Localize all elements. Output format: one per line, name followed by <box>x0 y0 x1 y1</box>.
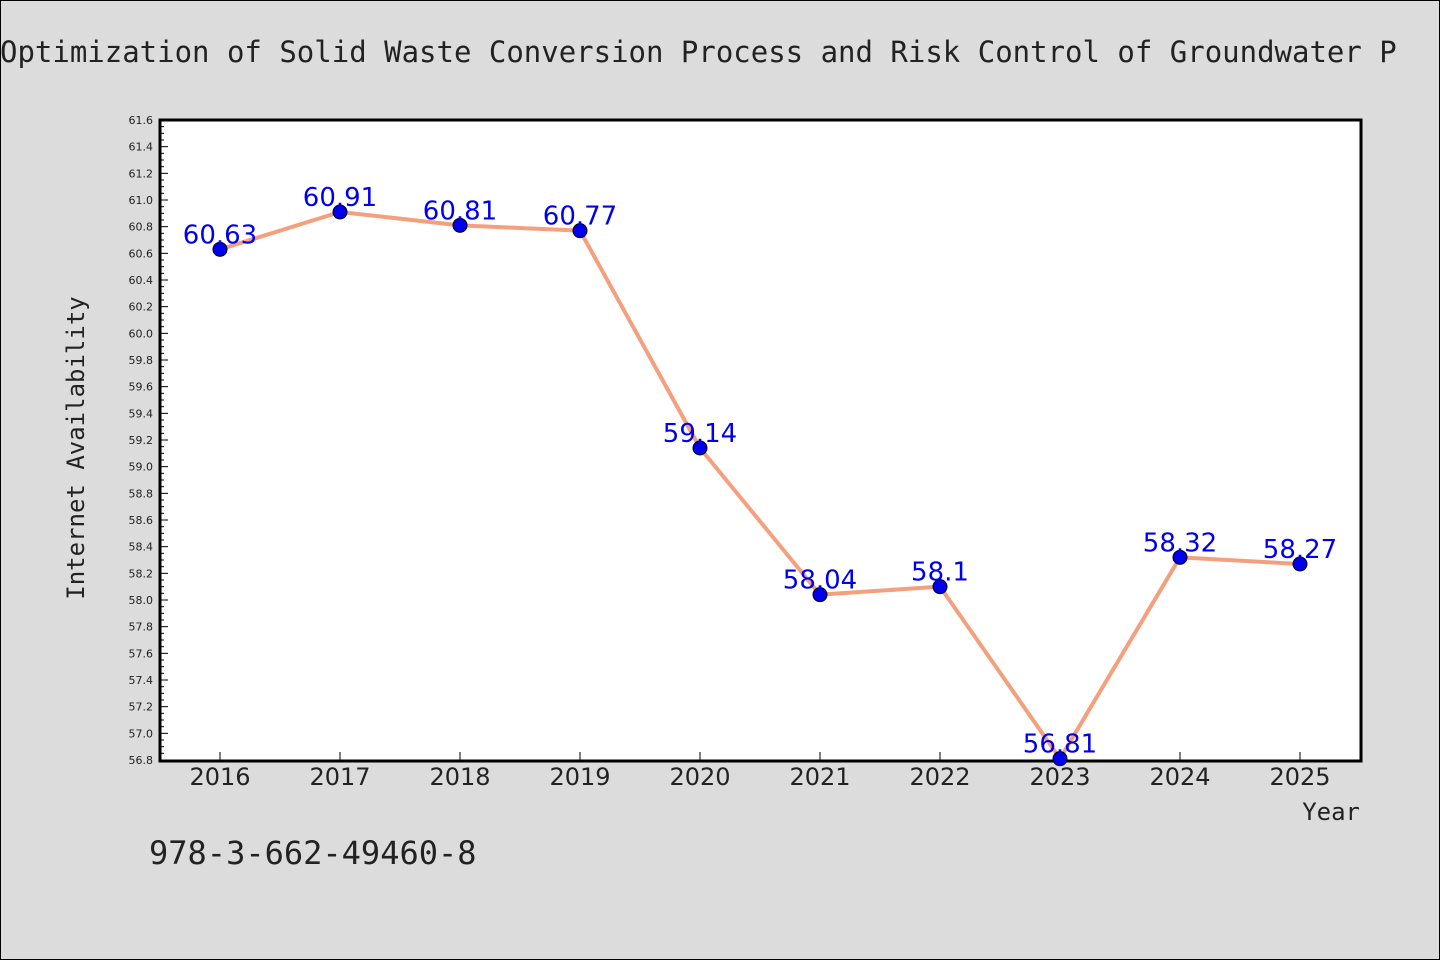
y-tick-label: 59.8 <box>129 354 154 367</box>
data-label: 60.81 <box>423 196 497 226</box>
y-tick-label: 57.8 <box>129 621 154 634</box>
y-tick-label: 60.0 <box>129 327 154 340</box>
y-tick-label: 57.4 <box>129 674 154 687</box>
data-label: 60.77 <box>543 202 617 232</box>
y-tick-label: 59.4 <box>129 407 154 420</box>
data-markers <box>212 204 1308 767</box>
data-label: 58.04 <box>783 566 857 596</box>
data-point <box>1172 549 1188 565</box>
data-label: 58.27 <box>1263 535 1337 565</box>
y-tick-label: 57.0 <box>129 727 154 740</box>
x-tick-label: 2016 <box>189 763 250 791</box>
x-tick-label: 2025 <box>1269 763 1330 791</box>
x-tick-label: 2021 <box>789 763 850 791</box>
y-tick-label: 61.2 <box>129 167 154 180</box>
data-point <box>932 579 948 595</box>
y-tick-label: 57.2 <box>129 701 154 714</box>
x-axis: 2016 2017 2018 2019 2020 2021 2022 2023 2024 2025 <box>189 752 1331 791</box>
y-axis-label: Internet Availability <box>62 296 90 599</box>
data-point <box>452 217 468 233</box>
x-tick-label: 2024 <box>1149 763 1210 791</box>
data-point <box>572 223 588 239</box>
data-point <box>1292 556 1308 572</box>
y-tick-label: 60.8 <box>129 221 154 234</box>
x-tick-label: 2022 <box>909 763 970 791</box>
plot-area <box>158 118 1363 763</box>
data-point <box>212 241 228 257</box>
chart-title: Optimization of Solid Waste Conversion P… <box>0 35 1397 69</box>
y-tick-label: 60.2 <box>129 301 154 314</box>
data-point <box>812 587 828 603</box>
x-axis-label: Year <box>1302 798 1360 826</box>
y-tick-label: 57.6 <box>129 647 154 660</box>
x-tick-label: 2023 <box>1029 763 1090 791</box>
data-label: 59.14 <box>663 419 737 449</box>
data-point <box>332 204 348 220</box>
y-tick-label: 58.4 <box>129 541 154 554</box>
data-label: 58.32 <box>1143 528 1217 558</box>
y-tick-label: 61.6 <box>129 114 154 127</box>
data-label: 60.91 <box>303 183 377 213</box>
y-tick-label: 58.6 <box>129 514 154 527</box>
data-labels: 60.63 60.91 60.81 60.77 59.14 58.04 58.1 56.81 5… <box>183 183 1337 760</box>
y-tick-label: 61.4 <box>129 141 154 154</box>
x-tick-label: 2017 <box>309 763 370 791</box>
data-point <box>692 440 708 456</box>
isbn-footer: 978-3-662-49460-8 <box>149 834 477 872</box>
data-label: 56.81 <box>1023 730 1097 760</box>
y-tick-label: 59.0 <box>129 461 154 474</box>
y-tick-label: 60.4 <box>129 274 154 287</box>
y-tick-label: 58.2 <box>129 567 154 580</box>
x-tick-label: 2020 <box>669 763 730 791</box>
y-tick-label: 59.6 <box>129 381 154 394</box>
y-tick-label: 58.0 <box>129 594 154 607</box>
x-tick-label: 2019 <box>549 763 610 791</box>
y-tick-label: 60.6 <box>129 247 154 260</box>
data-label: 58.1 <box>911 558 969 588</box>
data-label: 60.63 <box>183 220 257 250</box>
y-tick-label: 58.8 <box>129 487 154 500</box>
y-tick-label: 59.2 <box>129 434 154 447</box>
x-tick-label: 2018 <box>429 763 490 791</box>
y-axis: 56.8 57.0 57.2 57.4 57.6 57.8 58.0 58.2 58.4 58.6… <box>129 114 168 767</box>
series-line <box>219 210 1301 761</box>
data-point <box>1052 751 1068 767</box>
y-tick-label: 56.8 <box>129 754 154 767</box>
y-tick-label: 61.0 <box>129 194 154 207</box>
